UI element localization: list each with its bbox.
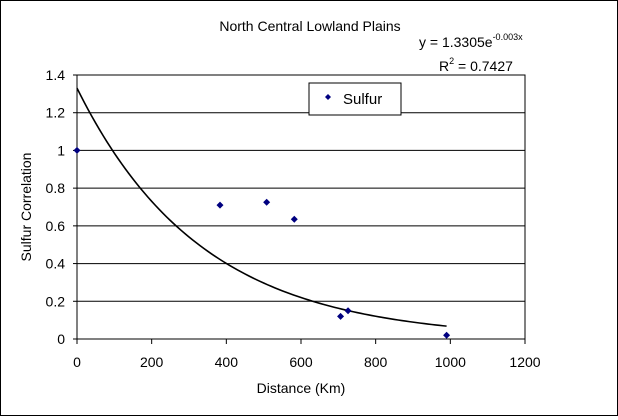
x-tick-labels: 0 200 400 600 800 1000 1200 <box>73 339 541 370</box>
legend-box <box>308 82 402 116</box>
data-point-0-1 <box>216 201 224 209</box>
data-points <box>73 146 451 339</box>
x-tick-label-4: 800 <box>364 354 388 370</box>
data-point-0-5 <box>344 307 352 315</box>
data-point-0-3 <box>290 215 298 223</box>
data-point-0-4 <box>337 312 345 320</box>
trendline-equation: y = 1.3305e-0.003x <box>419 32 523 50</box>
data-point-0-6 <box>443 331 451 339</box>
y-tick-label-2: 0.4 <box>46 256 66 272</box>
y-tick-label-7: 1.4 <box>46 67 66 83</box>
plot-area-border <box>76 74 526 340</box>
y-tick-label-6: 1.2 <box>46 105 66 121</box>
legend-marker <box>325 94 331 100</box>
y-tick-label-3: 0.6 <box>46 218 66 234</box>
equation-exponent: -0.003x <box>493 32 524 42</box>
x-tick-label-1: 200 <box>140 354 164 370</box>
legend-label: Sulfur <box>343 91 382 108</box>
x-tick-label-6: 1200 <box>509 354 540 370</box>
data-point-0-0 <box>73 146 81 154</box>
x-axis-title: Distance (Km) <box>257 380 346 396</box>
y-tick-label-5: 1 <box>57 142 65 158</box>
r-squared-r: R <box>439 58 449 74</box>
legend: Sulfur <box>308 82 402 116</box>
data-point-0-2 <box>263 198 271 206</box>
y-tick-labels: 0 0.2 0.4 0.6 0.8 1 1.2 1.4 <box>46 67 77 347</box>
grid-layer <box>77 74 525 340</box>
x-tick-label-2: 400 <box>215 354 239 370</box>
r-squared-value: = 0.7427 <box>454 58 513 74</box>
x-tick-label-5: 1000 <box>435 354 466 370</box>
y-axis-title: Sulfur Correlation <box>18 153 34 262</box>
chart-title: North Central Lowland Plains <box>219 18 400 34</box>
r-squared-exponent: 2 <box>449 56 454 66</box>
x-tick-label-3: 600 <box>289 354 313 370</box>
equation-base: y = 1.3305e <box>419 34 493 50</box>
trendline <box>76 87 447 327</box>
y-tick-label-0: 0 <box>57 331 65 347</box>
y-tick-label-1: 0.2 <box>46 293 66 309</box>
r-squared: R2 = 0.7427 <box>439 56 513 74</box>
x-tick-label-0: 0 <box>73 354 81 370</box>
y-tick-label-4: 0.8 <box>46 180 66 196</box>
